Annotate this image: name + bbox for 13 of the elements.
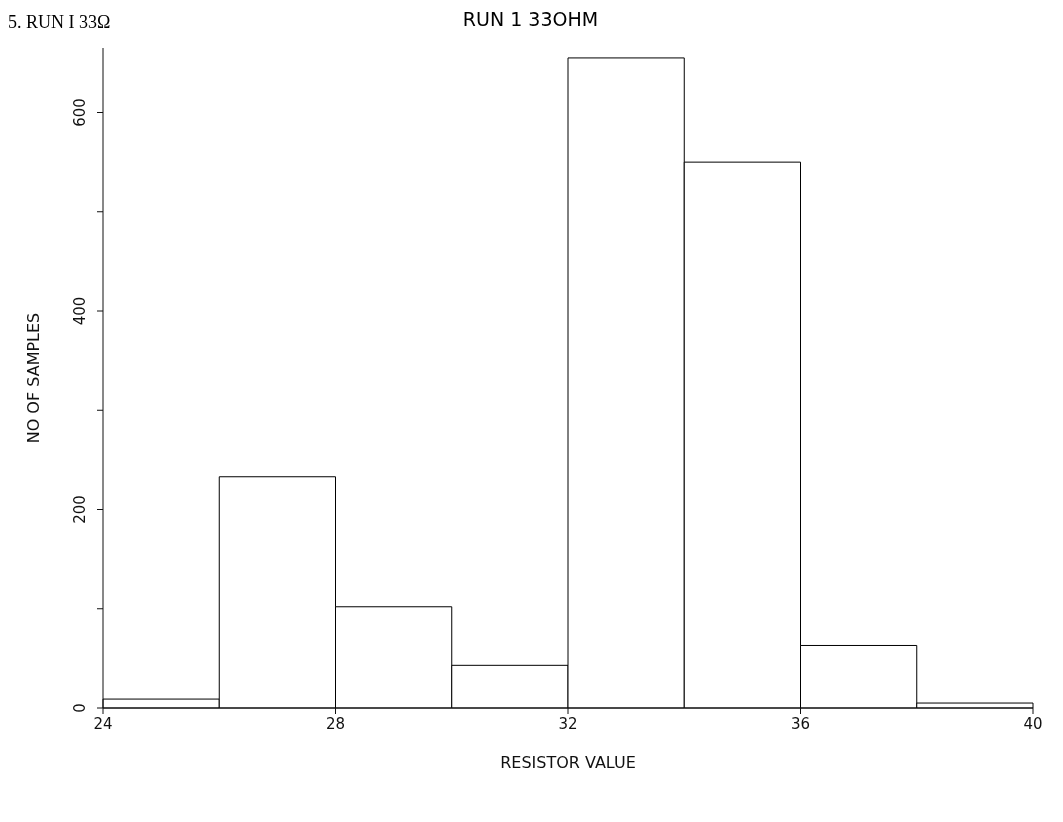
y-tick-label: 600 (71, 98, 89, 127)
y-tick-label: 200 (71, 495, 89, 524)
chart-title: RUN 1 33OHM (462, 8, 599, 30)
text: 5. RUN I 33Ω (8, 12, 111, 33)
x-axis-title: RESISTOR VALUE (500, 753, 636, 772)
y-tick-label: 0 (71, 703, 89, 713)
y-axis-title: NO OF SAMPLES (23, 312, 43, 444)
x-tick-label: 28 (325, 714, 346, 733)
x-tick-label: 36 (790, 714, 811, 733)
x-tick-label: 32 (558, 714, 578, 733)
y-tick-label: 400 (71, 296, 89, 326)
x-tick-label: 40 (1023, 714, 1043, 733)
x-tick-label: 24 (93, 714, 113, 733)
